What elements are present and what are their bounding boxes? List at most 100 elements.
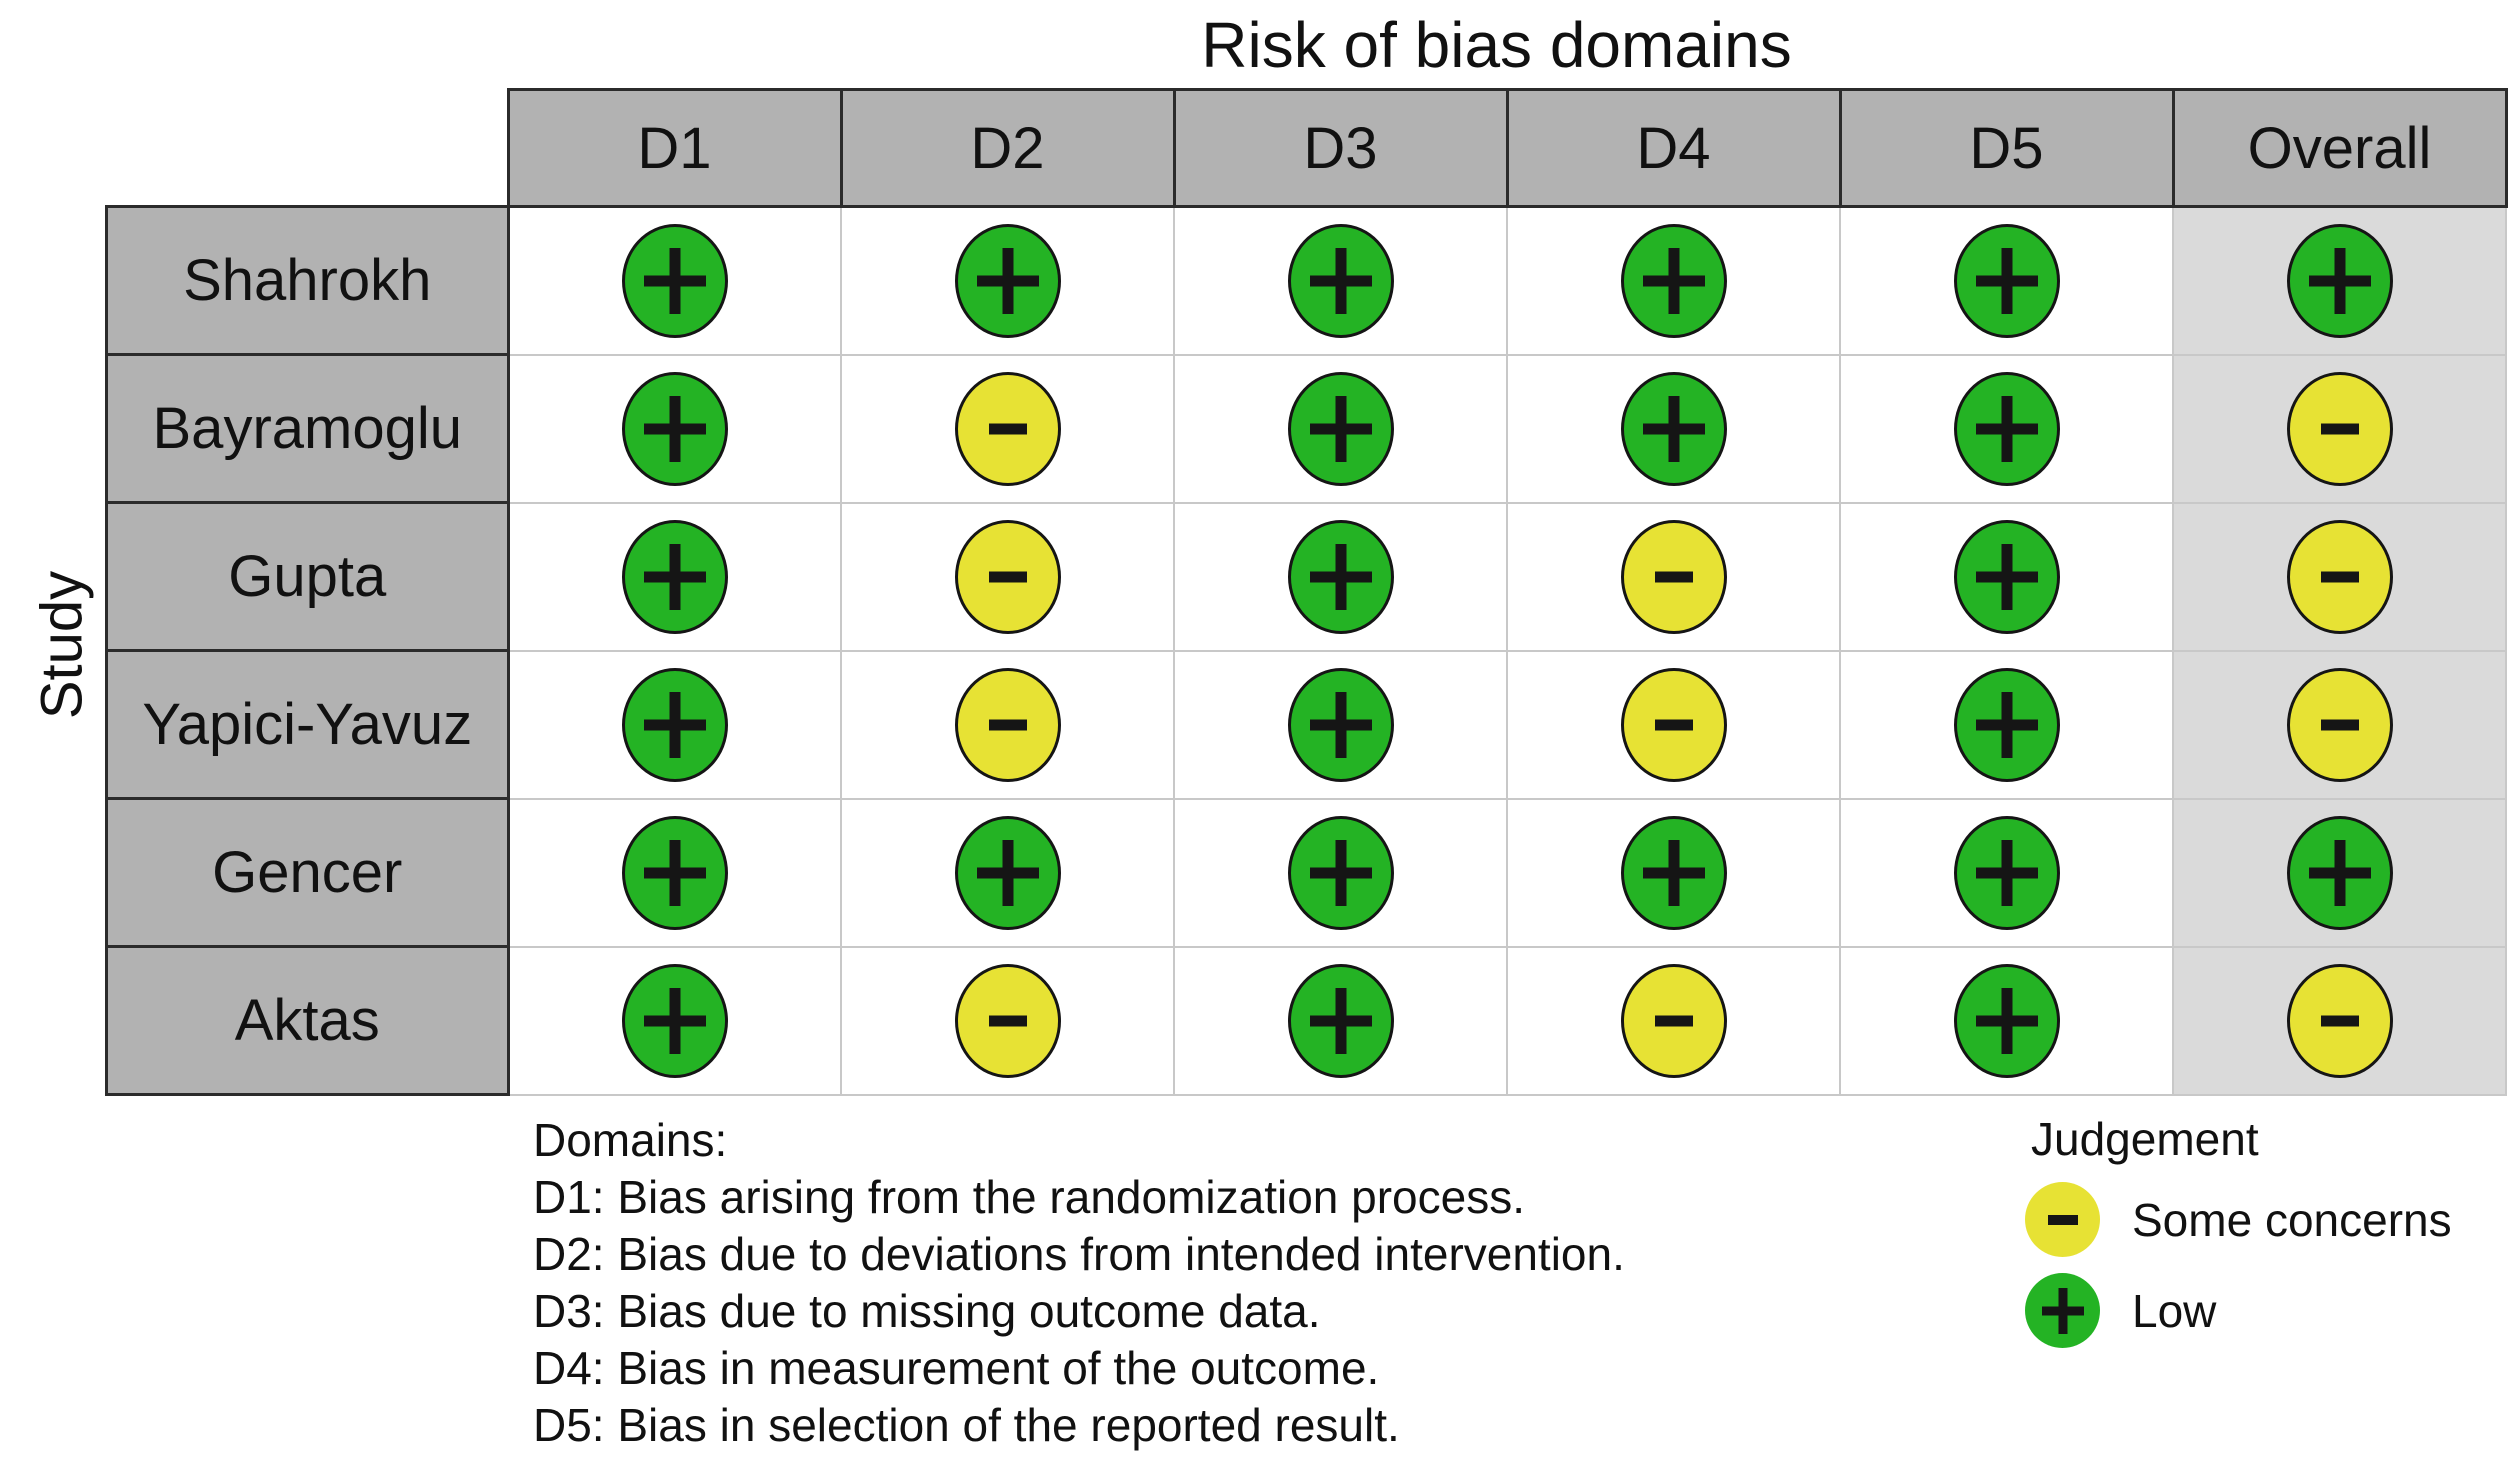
judgement-cell-aktas-d2	[840, 945, 1175, 1096]
judgement-cell-gencer-overall	[2172, 797, 2507, 948]
traffic-light-low-icon	[1953, 815, 2060, 930]
plus-icon	[1957, 819, 2057, 927]
plus-icon	[625, 523, 725, 631]
minus-icon	[1624, 671, 1724, 779]
traffic-light-some-icon	[1620, 519, 1727, 634]
judgement-cell-yapici-yavuz-d1	[507, 649, 842, 800]
plus-icon	[1291, 967, 1391, 1075]
minus-icon	[958, 523, 1058, 631]
table-row: Yapici-Yavuz	[105, 649, 2507, 800]
column-header-d1: D1	[506, 88, 843, 208]
domains-footnote-line-5: D5: Bias in selection of the reported re…	[533, 1399, 1400, 1451]
traffic-light-low-icon	[621, 371, 728, 486]
row-header-gencer: Gencer	[105, 797, 510, 948]
minus-icon	[958, 967, 1058, 1075]
minus-icon	[2290, 671, 2390, 779]
traffic-light-low-icon	[1287, 371, 1394, 486]
plus-icon	[1291, 523, 1391, 631]
study-axis-label: Study	[29, 570, 95, 720]
table-row: Bayramoglu	[105, 353, 2507, 504]
minus-icon	[1624, 523, 1724, 631]
traffic-light-some-icon	[1620, 963, 1727, 1078]
judgement-cell-gupta-overall	[2172, 501, 2507, 652]
plus-icon	[1957, 967, 2057, 1075]
traffic-light-low-icon	[1287, 815, 1394, 930]
traffic-light-low-icon	[1620, 223, 1727, 338]
traffic-light-low-icon	[1953, 519, 2060, 634]
traffic-light-low-icon	[1953, 667, 2060, 782]
traffic-light-low-icon	[2286, 223, 2393, 338]
plus-icon	[625, 819, 725, 927]
plus-icon	[625, 227, 725, 335]
table-row: Shahrokh	[105, 205, 2507, 356]
judgement-cell-gencer-d1	[507, 797, 842, 948]
plus-icon	[1957, 227, 2057, 335]
judgement-cell-gupta-d5	[1839, 501, 2174, 652]
column-header-d2: D2	[839, 88, 1176, 208]
judgement-cell-shahrokh-d1	[507, 205, 842, 356]
minus-icon	[1624, 967, 1724, 1075]
table-corner-blank	[106, 89, 508, 207]
traffic-light-low-icon	[2286, 815, 2393, 930]
judgement-cell-shahrokh-d3	[1173, 205, 1508, 356]
traffic-light-low-icon	[621, 519, 728, 634]
minus-icon	[958, 375, 1058, 483]
table-row: Gencer	[105, 797, 2507, 948]
minus-icon	[2290, 523, 2390, 631]
judgement-cell-bayramoglu-d5	[1839, 353, 2174, 504]
traffic-light-low-icon	[1953, 371, 2060, 486]
judgement-cell-gupta-d2	[840, 501, 1175, 652]
minus-icon	[958, 671, 1058, 779]
traffic-light-some-icon	[954, 667, 1061, 782]
plus-icon	[1291, 227, 1391, 335]
traffic-light-low-icon	[621, 963, 728, 1078]
domains-footnote-line-4: D4: Bias in measurement of the outcome.	[533, 1342, 1380, 1394]
column-header-d4: D4	[1505, 88, 1842, 208]
traffic-light-low-icon	[621, 223, 728, 338]
domains-footnote: Domains: D1: Bias arising from the rando…	[533, 1112, 1625, 1454]
judgement-cell-aktas-d1	[507, 945, 842, 1096]
judgement-cell-yapici-yavuz-overall	[2172, 649, 2507, 800]
judgement-cell-gencer-d5	[1839, 797, 2174, 948]
traffic-light-low-icon	[1287, 667, 1394, 782]
legend-item-label: Low	[2132, 1284, 2217, 1337]
row-header-shahrokh: Shahrokh	[105, 205, 510, 356]
plus-icon	[1957, 523, 2057, 631]
domains-footnote-line-3: D3: Bias due to missing outcome data.	[533, 1285, 1321, 1337]
judgement-cell-yapici-yavuz-d3	[1173, 649, 1508, 800]
traffic-light-low-icon	[1953, 963, 2060, 1078]
rob-table: D1 D2 D3 D4 D5 Overall Shahrokh Bayramoglu Gupta…	[105, 88, 2508, 1096]
plus-icon	[2290, 819, 2390, 927]
judgement-cell-bayramoglu-d2	[840, 353, 1175, 504]
judgement-cell-shahrokh-overall	[2172, 205, 2507, 356]
traffic-light-low-icon	[954, 223, 1061, 338]
plus-icon	[1291, 819, 1391, 927]
judgement-cell-gupta-d1	[507, 501, 842, 652]
plus-icon	[958, 819, 1058, 927]
chart-title: Risk of bias domains	[1201, 9, 1792, 81]
plus-icon	[1624, 375, 1724, 483]
traffic-light-some-icon	[954, 963, 1061, 1078]
plus-icon	[1957, 375, 2057, 483]
domains-footnote-line-2: D2: Bias due to deviations from intended…	[533, 1228, 1625, 1280]
judgement-legend-title: Judgement	[2031, 1113, 2259, 1165]
judgement-cell-aktas-d3	[1173, 945, 1508, 1096]
legend-item-low: Low	[2025, 1273, 2452, 1348]
judgement-cell-shahrokh-d4	[1506, 205, 1841, 356]
traffic-light-some-icon	[2286, 963, 2393, 1078]
judgement-cell-gencer-d3	[1173, 797, 1508, 948]
judgement-cell-gencer-d4	[1506, 797, 1841, 948]
traffic-light-low-icon	[1287, 519, 1394, 634]
traffic-light-table-wrap: D1 D2 D3 D4 D5 Overall Shahrokh Bayramoglu Gupta…	[105, 88, 2508, 1096]
judgement-cell-yapici-yavuz-d4	[1506, 649, 1841, 800]
traffic-light-some-icon	[954, 519, 1061, 634]
traffic-light-low-icon	[2025, 1273, 2100, 1348]
plus-icon	[2025, 1273, 2100, 1348]
plus-icon	[2290, 227, 2390, 335]
traffic-light-some-icon	[2286, 667, 2393, 782]
traffic-light-low-icon	[1287, 223, 1394, 338]
plus-icon	[625, 671, 725, 779]
judgement-cell-shahrokh-d2	[840, 205, 1175, 356]
judgement-cell-yapici-yavuz-d5	[1839, 649, 2174, 800]
table-row: Gupta	[105, 501, 2507, 652]
